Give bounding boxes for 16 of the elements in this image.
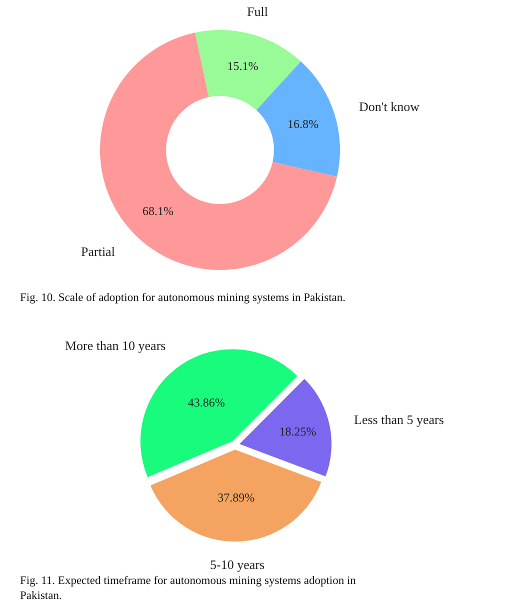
slice-label: Full (247, 4, 268, 19)
data-label: 37.89% (218, 490, 255, 504)
caption: Fig. 11. Expected timeframe for autonomous mining systems adoption in Pakistan. (20, 575, 356, 601)
data-label: 43.86% (188, 396, 225, 410)
data-label: 15.1% (227, 59, 258, 74)
data-label: 16.8% (288, 116, 319, 131)
slice-label: Don't know (359, 99, 420, 114)
data-label: 18.25% (279, 424, 316, 438)
slice-label: Partial (81, 244, 116, 259)
data-label: 68.1% (142, 204, 174, 218)
slice-label: More than 10 years (65, 338, 166, 353)
slice-label: 5-10 years (210, 557, 265, 572)
donut-slice (195, 30, 301, 110)
slice-label: Less than 5 years (354, 412, 444, 427)
caption: Fig. 10. Scale of adoption for autonomous mining systems in Pakistan. (20, 292, 346, 304)
donut-slice (256, 61, 340, 177)
